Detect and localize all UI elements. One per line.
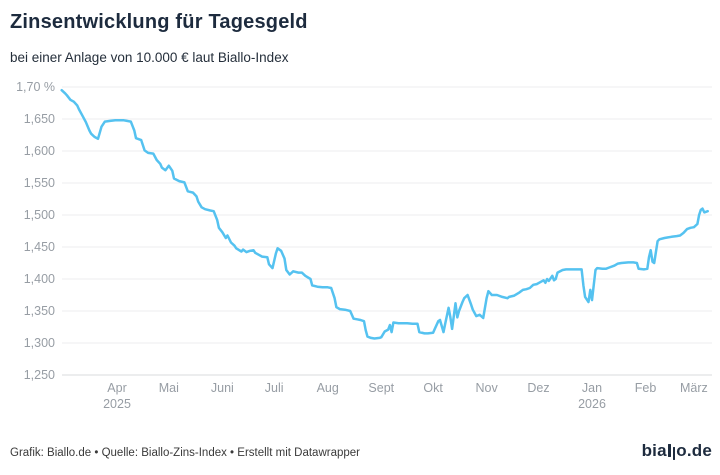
y-axis-tick-label: 1,300 bbox=[23, 336, 55, 350]
chart-subtitle: bei einer Anlage von 10.000 € laut Biall… bbox=[10, 50, 289, 65]
y-axis-tick-label: 1,70 % bbox=[16, 80, 55, 94]
attribution-text: Grafik: Biallo.de • Quelle: Biallo-Zins-… bbox=[10, 447, 360, 459]
chart-title: Zinsentwicklung für Tagesgeld bbox=[10, 11, 308, 33]
x-axis-year-label: 2025 bbox=[103, 397, 131, 411]
x-axis-month-label: März bbox=[680, 381, 708, 395]
logo-bar-icon bbox=[672, 446, 676, 460]
x-axis-month-label: Juli bbox=[264, 381, 284, 395]
x-axis-month-label: Okt bbox=[423, 381, 443, 395]
y-axis-tick-label: 1,350 bbox=[23, 304, 55, 318]
x-axis-month-label: Dez bbox=[527, 381, 550, 395]
y-axis-tick-label: 1,600 bbox=[23, 144, 55, 158]
x-axis-month-label: Apr bbox=[107, 381, 127, 395]
logo-bar-icon bbox=[668, 444, 671, 457]
x-axis-month-label: Nov bbox=[475, 381, 498, 395]
tagesgeld-line-series bbox=[60, 88, 709, 340]
y-axis-tick-label: 1,400 bbox=[23, 272, 55, 286]
x-axis-year-label: 2026 bbox=[578, 397, 606, 411]
y-axis-tick-label: 1,500 bbox=[23, 208, 55, 222]
x-axis-month-label: Aug bbox=[316, 381, 339, 395]
y-axis-tick-label: 1,550 bbox=[23, 176, 55, 190]
x-axis-month-label: Mai bbox=[158, 381, 179, 395]
biallo-logo: bia o.de bbox=[642, 441, 712, 461]
y-axis-tick-label: 1,650 bbox=[23, 112, 55, 126]
y-axis-tick-label: 1,450 bbox=[23, 240, 55, 254]
y-axis-tick-label: 1,250 bbox=[23, 368, 55, 382]
logo-text-pre: bia bbox=[641, 441, 667, 460]
x-axis-month-label: Sept bbox=[368, 381, 395, 395]
x-axis-month-label: Jan bbox=[581, 381, 603, 395]
logo-text-post: o.de bbox=[676, 441, 712, 460]
x-axis-month-label: Juni bbox=[210, 381, 234, 395]
x-axis-month-label: Feb bbox=[634, 381, 657, 395]
